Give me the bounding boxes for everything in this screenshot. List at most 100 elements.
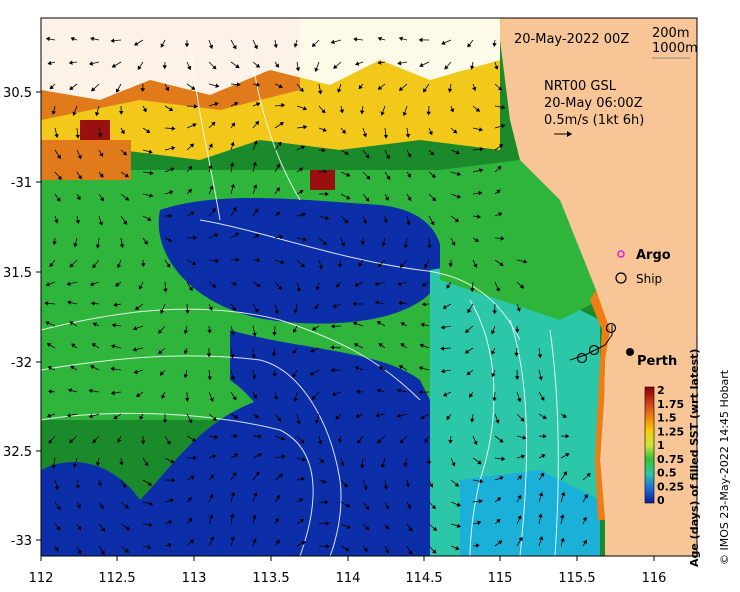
current-arrowhead [230, 141, 235, 147]
colorbar-tick-label: 0.5 [657, 467, 677, 480]
current-arrowhead [332, 303, 337, 309]
current-arrowhead [406, 221, 411, 226]
current-arrowhead [110, 38, 115, 43]
current-arrowhead [149, 193, 154, 198]
current-arrowhead [77, 526, 82, 531]
current-arrowhead [232, 396, 237, 401]
current-arrowhead [337, 88, 342, 93]
current-arrowhead [472, 86, 477, 92]
current-arrowhead [252, 161, 257, 166]
current-arrowhead [255, 471, 260, 476]
current-arrowhead [49, 85, 54, 90]
current-arrowhead [300, 439, 305, 444]
current-arrowhead [498, 212, 503, 217]
current-arrowhead [365, 526, 370, 531]
current-arrowhead [110, 344, 116, 349]
current-arrowhead [479, 147, 484, 152]
current-arrowhead [457, 171, 462, 176]
current-arrowhead [90, 36, 95, 42]
current-arrowhead [339, 109, 344, 114]
current-arrowhead [319, 458, 325, 464]
current-arrowhead [272, 373, 277, 377]
contour-line [41, 308, 421, 401]
current-arrowhead [277, 285, 283, 290]
current-arrowhead [343, 483, 348, 488]
x-tick-label: 114.5 [405, 571, 442, 586]
x-tick-label: 112.5 [98, 571, 135, 586]
current-arrowhead [330, 367, 335, 373]
product-label: NRT00 GSL [544, 79, 617, 94]
colorbar [644, 386, 655, 504]
current-arrowhead [256, 283, 261, 288]
current-arrowhead [500, 236, 505, 241]
current-arrowhead [322, 127, 327, 132]
current-arrowhead [582, 516, 587, 522]
current-arrowhead [377, 263, 383, 268]
current-arrowhead [211, 121, 216, 127]
current-arrowhead [352, 321, 358, 326]
current-arrowhead [399, 439, 404, 444]
current-arrowhead [148, 149, 153, 154]
current-arrowhead [212, 454, 217, 459]
current-arrowhead [428, 130, 433, 136]
current-arrowhead [298, 498, 304, 503]
current-arrowhead [354, 61, 360, 66]
current-arrowhead [314, 67, 319, 73]
current-arrowhead [538, 536, 544, 541]
current-arrowhead [236, 82, 241, 87]
current-arrowhead [432, 549, 437, 554]
current-arrowhead [322, 241, 327, 246]
current-arrowhead [540, 472, 545, 477]
current-arrowhead [501, 123, 506, 129]
current-arrowhead [77, 175, 82, 180]
current-arrowhead [190, 85, 196, 90]
current-arrowhead [162, 65, 168, 70]
current-arrowhead [420, 322, 425, 327]
current-arrowhead [68, 60, 73, 65]
current-arrowhead [119, 243, 125, 249]
current-arrowhead [292, 349, 297, 355]
current-arrowhead [300, 263, 305, 268]
ship-marker [605, 322, 617, 334]
current-arrowhead [98, 133, 103, 138]
current-arrowhead [299, 190, 304, 195]
current-arrowhead [583, 493, 588, 499]
current-arrowhead [293, 309, 299, 314]
current-arrowhead [229, 354, 235, 359]
current-arrowhead [88, 61, 94, 66]
current-arrowhead [353, 37, 358, 42]
current-arrowhead [122, 483, 127, 488]
current-arrowhead [354, 366, 359, 371]
current-arrowhead [92, 439, 97, 444]
current-arrowhead [88, 413, 94, 419]
current-arrowhead [274, 63, 279, 68]
current-arrowhead [54, 219, 59, 224]
current-arrowhead [456, 194, 462, 199]
current-arrowhead [446, 415, 451, 421]
colorbar-title: Age (days) of filled SST (wrt latest) [688, 349, 701, 567]
current-arrowhead [212, 416, 217, 421]
current-arrowhead [91, 87, 96, 92]
plot-frame [40, 17, 698, 557]
current-arrowhead [191, 437, 197, 442]
y-tick-label: 31.5 [3, 266, 32, 281]
contour-line [41, 412, 314, 556]
current-arrowhead [490, 330, 496, 335]
current-arrowhead [187, 65, 192, 71]
y-tick-label: -33 [11, 534, 32, 549]
current-arrowhead [134, 306, 140, 310]
current-arrowhead [91, 343, 97, 348]
current-arrowhead [514, 329, 520, 333]
current-arrowhead [274, 517, 279, 523]
current-arrowhead [464, 328, 470, 333]
current-arrowhead [340, 242, 346, 247]
current-arrowhead [230, 536, 235, 541]
current-arrowhead [92, 263, 97, 269]
current-arrowhead [452, 129, 458, 134]
current-arrowhead [321, 147, 326, 153]
old-sst-patch [80, 120, 110, 140]
current-arrowhead [408, 550, 413, 556]
current-arrowhead [160, 309, 165, 314]
current-arrowhead [311, 395, 316, 400]
current-arrowhead [170, 167, 175, 172]
